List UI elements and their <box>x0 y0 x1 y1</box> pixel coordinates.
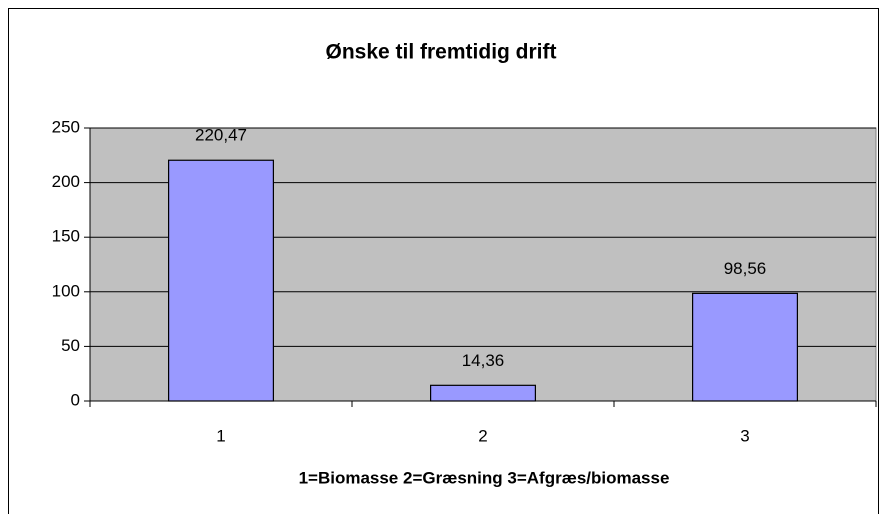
data-label: 220,47 <box>195 126 247 145</box>
x-tick-label: 1 <box>216 426 225 445</box>
x-tick-label: 2 <box>478 426 487 445</box>
y-tick-label: 0 <box>71 390 80 409</box>
y-tick-label: 50 <box>61 336 80 355</box>
y-tick-label: 200 <box>52 172 80 191</box>
data-label: 14,36 <box>462 351 505 370</box>
bar <box>168 159 275 402</box>
chart-title: Ønske til fremtidig drift <box>325 41 556 64</box>
data-label: 98,56 <box>724 259 767 278</box>
bar <box>691 292 798 402</box>
bar <box>430 384 537 402</box>
x-tick-label: 3 <box>740 426 749 445</box>
y-tick-label: 150 <box>52 227 80 246</box>
x-axis-label: 1=Biomasse 2=Græsning 3=Afgræs/biomasse <box>299 468 670 487</box>
y-tick-label: 250 <box>52 117 80 136</box>
y-tick-label: 100 <box>52 281 80 300</box>
